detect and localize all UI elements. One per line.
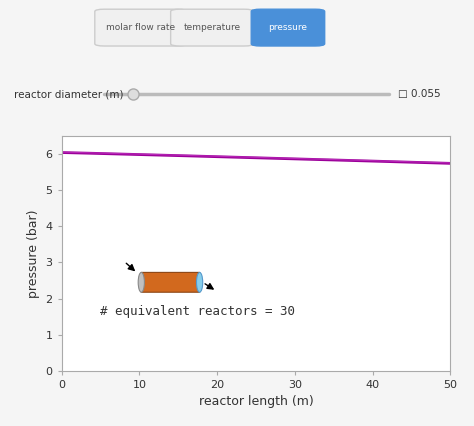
FancyBboxPatch shape bbox=[95, 9, 187, 46]
Ellipse shape bbox=[197, 272, 203, 292]
Ellipse shape bbox=[138, 272, 145, 292]
Text: molar flow rate: molar flow rate bbox=[107, 23, 175, 32]
Text: temperature: temperature bbox=[183, 23, 241, 32]
FancyBboxPatch shape bbox=[251, 9, 325, 46]
X-axis label: reactor length (m): reactor length (m) bbox=[199, 395, 313, 408]
Text: reactor diameter (m): reactor diameter (m) bbox=[14, 89, 124, 99]
Text: # equivalent reactors = 30: # equivalent reactors = 30 bbox=[100, 305, 295, 318]
FancyBboxPatch shape bbox=[141, 272, 200, 292]
Y-axis label: pressure (bar): pressure (bar) bbox=[27, 209, 40, 298]
Text: pressure: pressure bbox=[268, 23, 308, 32]
FancyBboxPatch shape bbox=[171, 9, 254, 46]
Text: □ 0.055: □ 0.055 bbox=[398, 89, 441, 99]
